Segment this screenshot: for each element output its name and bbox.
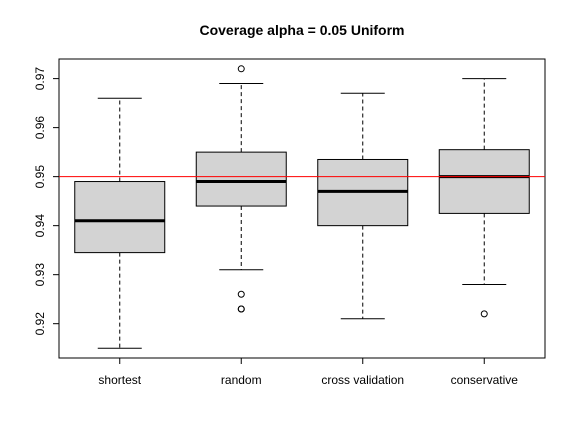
y-tick-label: 0.92 xyxy=(33,312,47,336)
box-cross-validation xyxy=(317,92,409,320)
iqr-box xyxy=(438,149,530,214)
outlier-point xyxy=(237,305,245,313)
box-random xyxy=(195,65,287,313)
box-conservative xyxy=(438,78,530,318)
iqr-box xyxy=(195,151,287,207)
x-tick-label: cross validation xyxy=(321,373,404,387)
outlier-point xyxy=(480,310,488,318)
y-tick-label: 0.93 xyxy=(33,263,47,287)
outlier-point xyxy=(237,290,245,298)
iqr-box xyxy=(74,181,166,254)
y-tick-label: 0.95 xyxy=(33,165,47,189)
outlier-point xyxy=(237,65,245,73)
box-shortest xyxy=(74,97,166,349)
chart-title: Coverage alpha = 0.05 Uniform xyxy=(199,22,404,38)
y-tick-label: 0.96 xyxy=(33,116,47,140)
y-tick-label: 0.94 xyxy=(33,214,47,238)
x-tick-label: shortest xyxy=(98,373,141,387)
x-tick-label: random xyxy=(221,373,262,387)
x-tick-label: conservative xyxy=(451,373,519,387)
y-tick-label: 0.97 xyxy=(33,67,47,91)
